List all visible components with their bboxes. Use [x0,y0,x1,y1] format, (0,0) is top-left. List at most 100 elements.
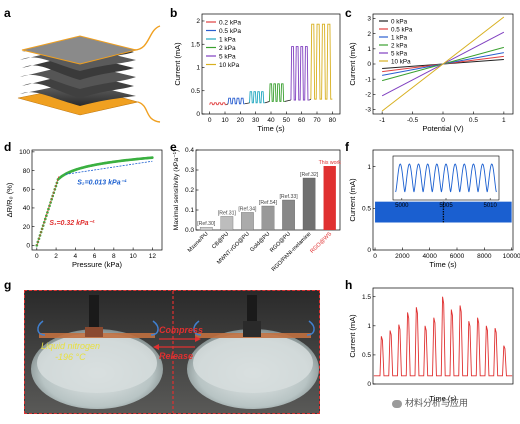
inset-x-tick-label: 5005 [439,203,453,209]
bar-ref-label: [Ref.31] [218,210,237,216]
response-trace [373,296,513,377]
x-tick-label: -1 [379,117,385,124]
legend-entry: 2 kPa [391,42,408,49]
y-tick-label: 0 [367,381,371,388]
chart-f-cycling-stability: 0 2000 4000 6000 8000 10000 0 0.5 1 Time (s) Curre… [348,149,520,269]
chart-e-sensitivity-comparison: 0.0 0.1 0.2 0.3 0.4 Maximal sensitivity (kPa⁻… [173,147,342,273]
y-tick-label: 0 [26,243,30,250]
panel-label-b: b [170,6,178,20]
baseline-gap [284,99,292,102]
panel-label-h: h [345,278,353,292]
y-axis-label: Maximal sensitivity (kPa⁻¹) [173,150,180,231]
category-label: CB@PU [211,231,230,250]
bar-ref-label: [Ref.54] [259,200,278,206]
photo-panel-g: Liquid nitrogen -196 °C Compress Release [24,290,320,414]
bottom-lead [137,101,161,123]
sponge-schematic [17,25,161,123]
y-tick-label: 20 [23,224,31,231]
series-0-5-kPa [227,97,245,105]
legend-entry: 5 kPa [219,53,236,60]
baseline-gap [309,98,312,101]
watermark-label: 材料分析与应用 [405,399,469,409]
series-1-kPa [249,91,265,104]
legend-entry: 2 kPa [219,45,236,52]
y-tick-label: 1.5 [191,41,200,48]
panel-label-f: f [345,140,349,154]
y-tick-label: 0.2 [185,187,194,194]
y-axis-label: Current (mA) [348,178,357,222]
x-tick-label: 12 [149,253,157,260]
x-tick-label: 6 [93,253,97,260]
liquid-nitrogen-photos [25,291,319,413]
top-lead [133,25,161,51]
y-axis-label: Current (mA) [348,314,357,358]
inset-signal-trace [395,163,497,193]
annotation-s1: S₁=0.32 kPa⁻¹ [49,220,95,227]
x-tick-label: 8000 [477,253,492,260]
legend-entry: 5 kPa [391,50,408,57]
annotation-s2: S₂=0.013 kPa⁻¹ [77,180,127,187]
x-tick-label: 20 [237,117,245,124]
y-tick-label: 1 [367,164,371,171]
legend-entry: 10 kPa [391,58,411,65]
x-tick-label: 1 [502,117,506,124]
y-axis-label: ΔR/R₀ (%) [5,182,14,217]
series-10-kPa [381,16,505,112]
legend-entry: 0 kPa [391,18,408,25]
y-tick-label: 1 [367,46,371,53]
inset-frame [392,155,500,201]
y-tick-label: 1 [196,65,200,72]
watermark-text: 材料分析与应用 [392,396,468,409]
x-tick-label: 6000 [450,253,465,260]
x-axis-label: Time (s) [429,394,457,403]
x-tick-label: 0 [208,117,212,124]
y-axis-label: Current (mA) [173,42,182,86]
y-tick-label: 0.3 [185,167,194,174]
x-tick-label: 10 [221,117,229,124]
y-tick-label: 0.5 [362,206,371,213]
baseline-gap [226,103,229,106]
y-tick-label: 0.0 [185,227,194,234]
chart-h-liquid-nitrogen-response: 0 0.5 1 1.5 Time (s) Current (mA) [348,287,514,403]
x-tick-label: 2000 [395,253,410,260]
x-tick-label: 70 [313,117,321,124]
x-tick-label: 8 [112,253,116,260]
bar-RGO@WS [323,166,336,230]
panel-label-a: a [4,6,11,20]
y-axis-label: Current (mA) [348,42,357,86]
x-tick-label: 0 [441,117,445,124]
bar-ref-label: This work [319,160,342,166]
chart-d-resistance-vs-pressure: 0 2 4 6 8 10 12 0 20 40 60 80 100 Pressure (kPa) ΔR/R₀… [5,149,163,269]
x-tick-label: 4000 [422,253,437,260]
y-tick-label: 80 [23,168,31,175]
plot-frame [372,287,514,385]
bar-RGO/PANI-melamine [302,177,316,231]
bar-Mxene/PU [199,227,213,231]
chart-b-current-vs-time: 0 10 20 30 40 50 60 70 80 0 0.5 1 1.5 2 Time (s) Curren… [173,13,341,133]
y-tick-label: -3 [365,107,371,114]
y-tick-label: 3 [367,16,371,23]
temperature-label: -196 °C [55,352,86,362]
y-tick-label: 2 [196,18,200,25]
bar-CB@PU [220,216,234,231]
fit-line-s2 [65,160,153,175]
x-tick-label: 2 [54,253,58,260]
panel-label-e: e [170,140,177,154]
bar-ref-label: [Ref.34] [238,206,257,212]
y-tick-label: 60 [23,186,31,193]
compress-label: Compress [159,325,204,335]
x-tick-label: 10000 [503,253,520,260]
photo-released-state [187,295,319,409]
x-tick-label: 0.5 [469,117,478,124]
chart-c-iv-curves: -1 -0.5 0 0.5 1 -3 -2 -1 0 1 2 3 Potential (V) Curren… [348,13,514,133]
category-label: Mxene/PU [187,231,210,254]
y-tick-label: 0.1 [185,207,194,214]
y-tick-label: 2 [367,31,371,38]
x-tick-label: 50 [283,117,291,124]
x-tick-label: 0 [373,253,377,260]
y-tick-label: 0 [196,111,200,118]
legend-entry: 0.5 kPa [219,28,241,35]
x-tick-label: 60 [298,117,306,124]
y-tick-label: 100 [19,149,30,156]
y-tick-label: 0 [367,247,371,254]
